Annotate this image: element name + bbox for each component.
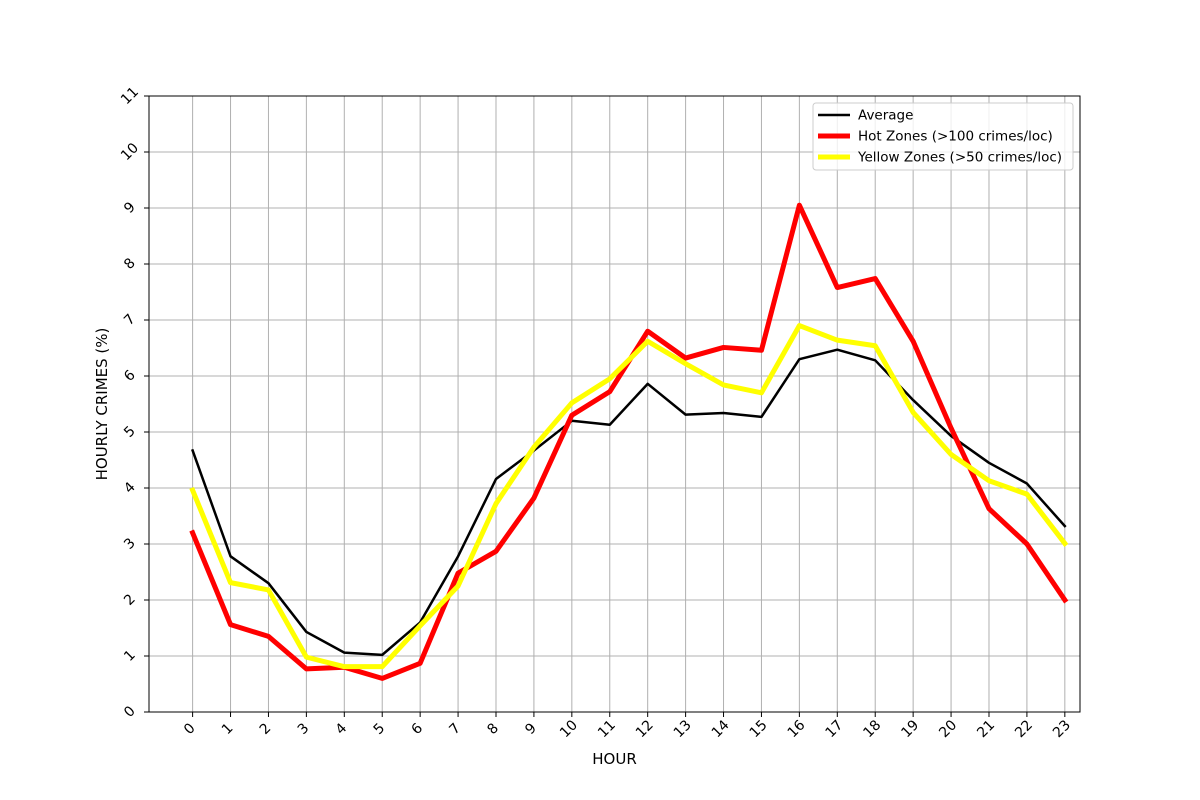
x-tick-label: 16 [785, 717, 809, 741]
x-tick-label: 17 [823, 717, 847, 741]
y-tick-label: 9 [121, 199, 139, 217]
legend-frame [812, 102, 1074, 171]
x-tick-label: 9 [522, 720, 540, 738]
y-tick-label: 5 [121, 423, 139, 441]
x-tick-label: 19 [898, 717, 922, 741]
x-axis-title: HOUR [592, 750, 637, 768]
y-tick-label: 7 [121, 311, 139, 329]
x-tick-label: 12 [633, 717, 657, 741]
series-line-average [191, 348, 1067, 657]
plot-background [149, 96, 1080, 712]
x-tick-label: 15 [747, 717, 771, 741]
legend-label-average: Average [858, 108, 913, 124]
y-tick-label: 2 [121, 591, 139, 609]
x-tick-label: 14 [709, 717, 733, 741]
x-tick-label: 11 [595, 717, 619, 741]
x-tick-label: 1 [219, 720, 237, 738]
legend: Average Hot Zones (>100 crimes/loc) Yell… [812, 102, 1074, 171]
x-tick-label: 21 [974, 717, 998, 741]
y-tick-label: 1 [121, 647, 139, 665]
axis-ticks: 0 1 2 3 4 5 6 7 8 9 10 11 12 13 14 15 16 17 18 19 20 21 22 2301… [118, 84, 1074, 741]
series-line-yellow-zones [189, 323, 1069, 670]
x-tick-label: 7 [446, 720, 464, 738]
x-tick-label: 5 [371, 720, 389, 738]
x-tick-label: 20 [936, 717, 960, 741]
x-tick-label: 10 [557, 717, 581, 741]
data-series [189, 202, 1069, 681]
plot-frame [148, 95, 1081, 713]
y-tick-label: 3 [121, 535, 139, 553]
x-tick-label: 18 [860, 717, 884, 741]
x-tick-label: 4 [333, 720, 351, 738]
y-tick-label: 6 [121, 367, 139, 385]
x-tick-label: 0 [181, 720, 199, 738]
x-tick-label: 3 [295, 720, 313, 738]
y-tick-label: 10 [118, 140, 142, 164]
legend-label-hot-zones: Hot Zones (>100 crimes/loc) [858, 129, 1053, 145]
x-tick-label: 6 [409, 720, 427, 738]
legend-label-yellow-zones: Yellow Zones (>50 crimes/loc) [857, 150, 1062, 166]
y-tick-label: 0 [121, 703, 139, 721]
x-tick-label: 8 [484, 720, 502, 738]
x-tick-label: 13 [671, 717, 695, 741]
y-tick-label: 4 [121, 479, 139, 497]
y-tick-label: 8 [121, 255, 139, 273]
x-tick-label: 23 [1050, 717, 1074, 741]
y-tick-label: 11 [118, 84, 142, 108]
y-axis-title: HOURLY CRIMES (%) [93, 328, 111, 481]
x-tick-label: 2 [257, 720, 275, 738]
x-tick-label: 22 [1012, 717, 1036, 741]
